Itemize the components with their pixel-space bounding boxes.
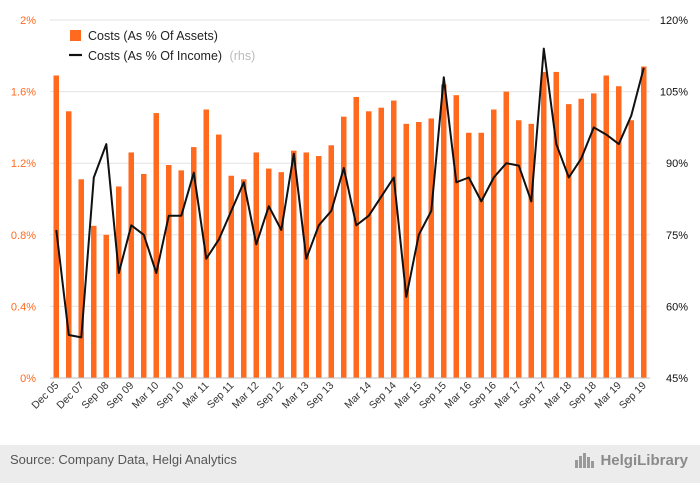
bar (341, 116, 347, 378)
x-tick-label: Sep 09 (104, 380, 136, 412)
bar (603, 75, 609, 379)
x-tick-label: Sep 12 (254, 380, 286, 412)
bar (53, 75, 59, 379)
bar (178, 170, 184, 378)
bar (91, 225, 97, 378)
bar (216, 134, 222, 378)
bar (591, 93, 597, 378)
bar (466, 132, 472, 378)
x-tick-label: Sep 19 (617, 380, 649, 412)
x-tick-label: Sep 16 (467, 380, 499, 412)
bar (553, 71, 559, 378)
bar (291, 150, 297, 378)
x-tick-label: Sep 17 (517, 380, 549, 412)
bar (491, 109, 497, 378)
left-axis-tick-label: 2% (20, 15, 36, 27)
brand-name: HelgiLibrary (600, 451, 688, 469)
bar (366, 111, 372, 378)
brand-icon (575, 453, 595, 468)
bar (153, 113, 159, 378)
bar (278, 172, 284, 378)
bar (303, 152, 309, 378)
bar (241, 179, 247, 378)
svg-text:Costs (As % Of Income): Costs (As % Of Income) (rhs) (88, 49, 255, 63)
left-axis-tick-label: 0.4% (11, 301, 36, 313)
legend: Costs (As % Of Assets) Costs (As % Of In… (69, 29, 255, 63)
left-axis-tick-label: 1.2% (11, 158, 36, 170)
bar (228, 175, 234, 378)
chart: 0% 45% 0.4% 60% 0.8% 75% 1.2% 90% 1.6% 105% 2% 120%… (11, 15, 688, 412)
left-axis-tick-label: 1.6% (11, 87, 36, 99)
footer: Source: Company Data, Helgi Analytics He… (0, 445, 700, 483)
line-series (55, 47, 645, 339)
source-text: Source: Company Data, Helgi Analytics (10, 452, 237, 467)
bar (416, 122, 422, 378)
legend-label-rhs: (rhs) (230, 49, 256, 63)
bar (628, 120, 634, 379)
bar (378, 107, 384, 379)
right-axis-tick-label: 90% (666, 158, 688, 170)
legend-label-bar: Costs (As % Of Assets) (88, 29, 218, 43)
left-axis-tick-label: 0% (20, 373, 36, 385)
bar (191, 147, 197, 378)
x-tick-label: Sep 11 (205, 380, 237, 412)
right-axis-tick-label: 75% (666, 230, 688, 242)
x-tick-label: Sep 14 (367, 380, 399, 412)
bar (441, 84, 447, 378)
x-tick-label: Sep 15 (417, 380, 449, 412)
bar (103, 234, 109, 378)
bar (453, 95, 459, 379)
x-tick-label: Sep 10 (154, 380, 186, 412)
right-axis-tick-label: 120% (660, 15, 688, 27)
bar (316, 156, 322, 378)
bar (391, 100, 397, 379)
brand-logo: HelgiLibrary (574, 451, 688, 469)
bar (253, 152, 259, 378)
bar (403, 123, 409, 378)
bar (578, 98, 584, 378)
bar (528, 123, 534, 378)
bars-series (53, 66, 647, 379)
x-tick-label: Sep 18 (567, 380, 599, 412)
bar (203, 109, 209, 378)
bar (516, 120, 522, 379)
chart-svg: 0% 45% 0.4% 60% 0.8% 75% 1.2% 90% 1.6% 105% 2% 120%… (11, 15, 688, 412)
bar (616, 86, 622, 378)
bar (266, 168, 272, 378)
x-tick-label: Sep 13 (304, 380, 336, 412)
right-axis-tick-label: 60% (666, 301, 688, 313)
left-axis-tick-label: 0.8% (11, 230, 36, 242)
bar (78, 179, 84, 378)
bar (141, 173, 147, 378)
bar (503, 91, 509, 378)
bar (66, 111, 72, 378)
bar (641, 66, 647, 378)
line-series-path (55, 47, 645, 339)
bar (116, 186, 122, 378)
right-axis-tick-label: 45% (666, 373, 688, 385)
right-axis-tick-label: 105% (660, 87, 688, 99)
bar (541, 71, 547, 378)
bar (478, 132, 484, 378)
bar (566, 104, 572, 378)
legend-swatch-bar (70, 30, 81, 41)
bar (428, 118, 434, 378)
x-tick-label: Mar 11 (180, 380, 211, 411)
legend-label-line: Costs (As % Of Income) (88, 49, 222, 63)
bar (128, 152, 134, 378)
bar (353, 96, 359, 378)
bar (166, 164, 172, 378)
bar (328, 145, 334, 378)
